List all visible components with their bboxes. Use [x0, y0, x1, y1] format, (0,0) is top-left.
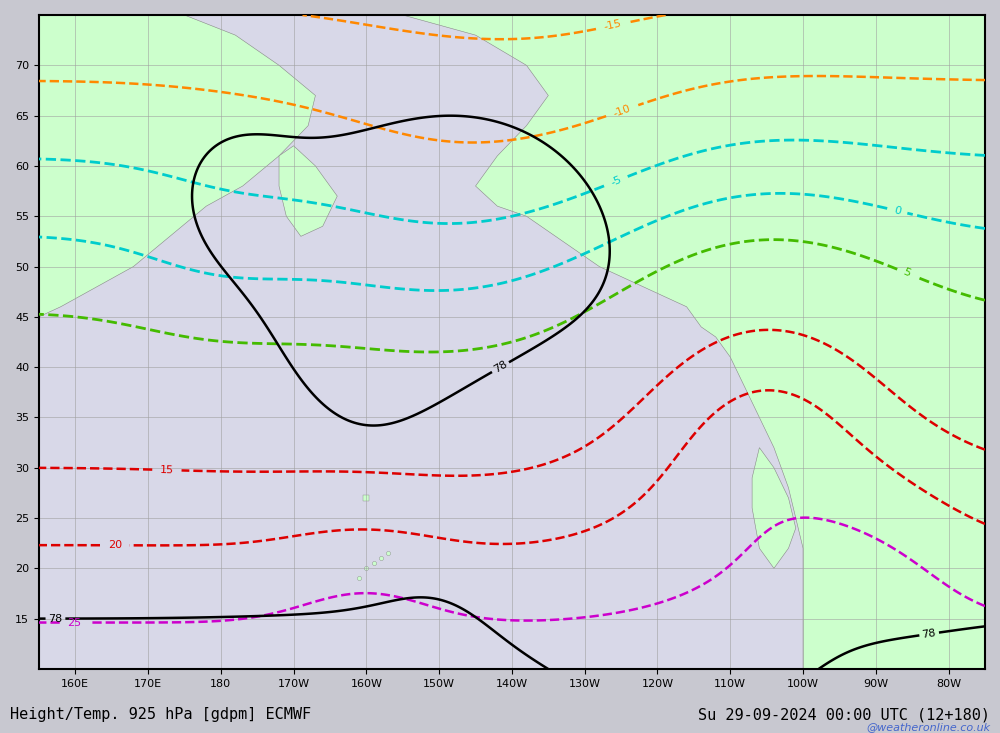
Text: 20: 20 — [108, 540, 122, 550]
Polygon shape — [39, 15, 315, 317]
Text: @weatheronline.co.uk: @weatheronline.co.uk — [866, 722, 990, 732]
Text: 15: 15 — [160, 465, 174, 475]
Polygon shape — [752, 448, 796, 568]
Polygon shape — [330, 15, 985, 669]
Text: -15: -15 — [603, 19, 623, 32]
Text: -10: -10 — [612, 103, 632, 119]
Text: Height/Temp. 925 hPa [gdpm] ECMWF: Height/Temp. 925 hPa [gdpm] ECMWF — [10, 707, 311, 722]
Text: Su 29-09-2024 00:00 UTC (12+180): Su 29-09-2024 00:00 UTC (12+180) — [698, 707, 990, 722]
Text: 78: 78 — [48, 614, 63, 624]
Text: 0: 0 — [893, 205, 902, 216]
Text: 78: 78 — [921, 628, 937, 640]
Text: -5: -5 — [609, 174, 623, 188]
Text: 25: 25 — [67, 617, 81, 627]
Text: 5: 5 — [902, 267, 912, 279]
Polygon shape — [279, 146, 337, 236]
Text: 78: 78 — [492, 359, 509, 375]
